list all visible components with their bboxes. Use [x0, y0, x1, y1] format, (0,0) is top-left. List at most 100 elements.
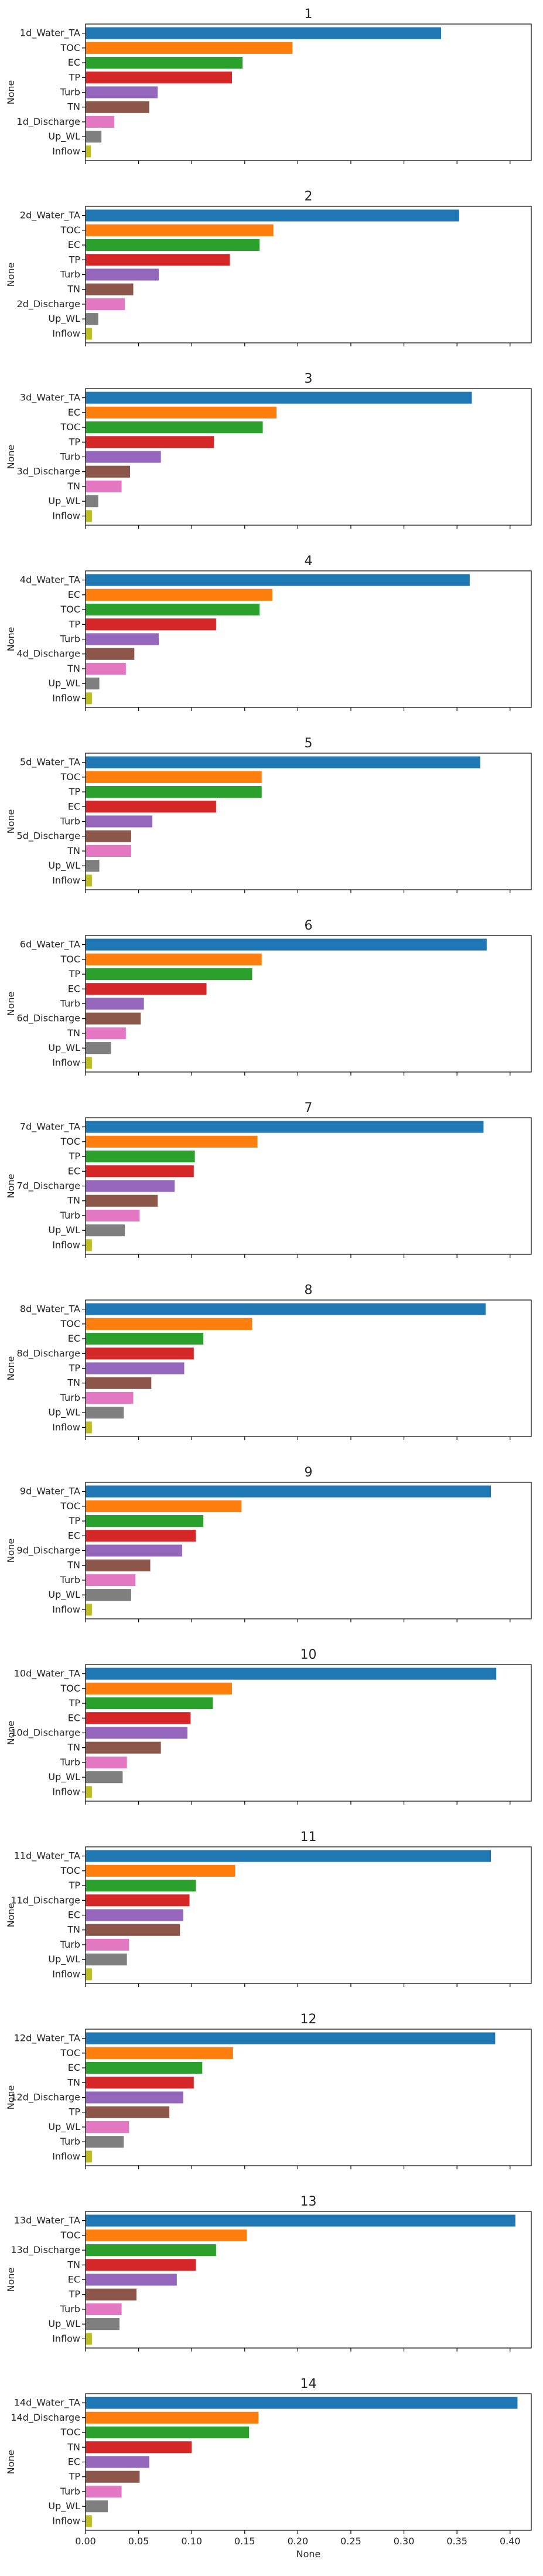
chart-12: 12 12d_Water_TA TOC EC TN 12d_Discharge TP Up_W…	[5, 2012, 532, 2169]
chart-1-category-label: Inflow	[52, 145, 80, 156]
chart-6-title: 6	[305, 918, 313, 933]
chart-13-category-label: EC	[68, 2274, 80, 2285]
chart-12-category-label: Turb	[60, 2136, 80, 2147]
chart-10-category-label: 10d_Discharge	[11, 1727, 80, 1739]
chart-11-title: 11	[300, 1830, 317, 1845]
chart-3-bar	[86, 392, 472, 404]
chart-11-bar	[86, 1864, 235, 1877]
chart-7-category-label: TN	[67, 1195, 80, 1206]
chart-1-category-label: TP	[69, 72, 81, 83]
chart-12-bar	[86, 2150, 92, 2163]
chart-10-bar	[86, 1727, 187, 1739]
chart-13-category-label: Inflow	[52, 2333, 80, 2344]
chart-4-bar	[86, 662, 126, 675]
chart-2-category-label: 2d_Water_TA	[20, 210, 80, 222]
chart-12-category-label: EC	[68, 2062, 80, 2073]
chart-11-category-label: TOC	[60, 1865, 80, 1876]
chart-1-category-label: Up_WL	[48, 131, 80, 142]
chart-12-category-label: TN	[67, 2077, 80, 2088]
chart-10-bar	[86, 1756, 127, 1769]
chart-5-bar	[86, 845, 131, 857]
chart-14-category-label: 14d_Water_TA	[14, 2397, 80, 2409]
chart-4-category-label: Up_WL	[48, 678, 80, 689]
chart-14-title: 14	[300, 2377, 317, 2391]
chart-10-category-label: Up_WL	[48, 1771, 80, 1783]
chart-6-category-label: TP	[69, 968, 81, 979]
chart-1-bar	[86, 42, 293, 54]
chart-6-category-label: 6d_Water_TA	[20, 939, 80, 951]
chart-4-title: 4	[305, 554, 313, 569]
chart-9-ylabel: None	[5, 1539, 16, 1563]
chart-6-category-label: TOC	[60, 954, 80, 965]
chart-3-bar	[86, 510, 92, 522]
chart-13-axes-frame	[85, 2211, 532, 2349]
chart-9-category-label: 9d_Discharge	[17, 1545, 80, 1557]
chart-10-category-label: TP	[69, 1697, 81, 1709]
chart-6-category-label: Turb	[60, 998, 80, 1009]
chart-3: 3 3d_Water_TA EC TOC TP Turb 3d_Discharge TN Up_…	[5, 372, 532, 529]
chart-12-category-label: TOC	[60, 2047, 80, 2058]
chart-3-category-label: 3d_Discharge	[17, 466, 80, 478]
chart-9-bar	[86, 1559, 151, 1571]
chart-9-axes-frame	[85, 1482, 532, 1619]
chart-5-category-label: TP	[69, 786, 81, 797]
chart-1-bar	[86, 27, 441, 39]
chart-6-bar	[86, 983, 207, 995]
chart-1-category-label: EC	[68, 57, 80, 68]
chart-2: 2 2d_Water_TA TOC EC TP Turb TN 2d_Discharge Up_…	[5, 189, 532, 346]
chart-8-bar	[86, 1391, 134, 1404]
chart-5-category-label: Inflow	[52, 874, 80, 886]
chart-14-xlabel: None	[296, 2548, 321, 2560]
chart-5-bar	[86, 801, 216, 813]
chart-13-category-label: Turb	[60, 2303, 80, 2315]
chart-5-bar	[86, 771, 262, 783]
chart-7-bar	[86, 1224, 125, 1237]
chart-13-bar	[86, 2333, 92, 2345]
chart-7-bar	[86, 1150, 195, 1163]
chart-3-bar	[86, 406, 277, 418]
chart-6-bar	[86, 953, 262, 965]
chart-7-category-label: Inflow	[52, 1239, 80, 1250]
chart-7-bar	[86, 1209, 140, 1222]
chart-13-bar	[86, 2274, 177, 2286]
chart-13-category-label: 13d_Water_TA	[14, 2215, 80, 2227]
chart-3-bar	[86, 495, 98, 508]
chart-14-xtick-label: 0.30	[394, 2536, 415, 2547]
chart-1-bar	[86, 101, 149, 113]
chart-12-category-label: 12d_Discharge	[11, 2092, 80, 2104]
chart-2-category-label: TOC	[60, 224, 80, 236]
chart-3-bar	[86, 451, 161, 463]
chart-10-category-label: Turb	[60, 1757, 80, 1768]
chart-10-category-label: EC	[68, 1712, 80, 1723]
chart-14-category-label: TN	[67, 2441, 80, 2452]
chart-6-bar	[86, 1057, 92, 1069]
chart-8-category-label: Up_WL	[48, 1407, 80, 1418]
chart-6-ylabel: None	[5, 992, 16, 1016]
chart-5-category-label: TOC	[60, 771, 80, 782]
chart-3-bar	[86, 480, 122, 493]
chart-14-bar	[86, 2397, 518, 2409]
chart-12-bar	[86, 2091, 183, 2104]
chart-3-axes-frame	[85, 388, 532, 526]
chart-10-category-label: 10d_Water_TA	[14, 1668, 80, 1680]
chart-1: 1 1d_Water_TA TOC EC TP Turb TN 1d_Discharge Up_…	[5, 7, 532, 164]
chart-14-bar	[86, 2411, 259, 2424]
chart-1-axes-frame	[85, 23, 532, 161]
chart-2-bar	[86, 239, 260, 251]
chart-4-category-label: TOC	[60, 604, 80, 615]
chart-6-category-label: EC	[68, 983, 80, 994]
chart-11-bar	[86, 1954, 127, 1966]
chart-8-bar	[86, 1347, 194, 1360]
chart-8-bar	[86, 1303, 486, 1315]
chart-13-ylabel: None	[5, 2268, 16, 2292]
chart-11-category-label: 11d_Water_TA	[14, 1850, 80, 1862]
chart-7-category-label: 7d_Discharge	[17, 1180, 80, 1192]
chart-7-bar	[86, 1180, 175, 1192]
chart-10-category-label: TN	[67, 1742, 80, 1753]
chart-7: 7 7d_Water_TA TOC TP EC 7d_Discharge TN Turb Up_…	[5, 1101, 532, 1258]
chart-11-bar	[86, 1850, 491, 1862]
chart-4-bar	[86, 603, 260, 616]
chart-9-title: 9	[305, 1465, 313, 1480]
chart-5-ylabel: None	[5, 809, 16, 834]
chart-9-category-label: TP	[69, 1515, 81, 1526]
